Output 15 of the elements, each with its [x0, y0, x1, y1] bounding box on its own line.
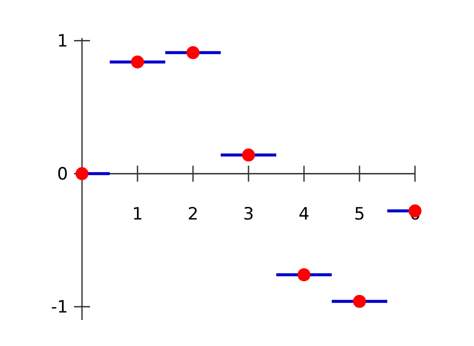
point	[298, 268, 310, 282]
point	[186, 46, 200, 60]
point	[76, 167, 88, 180]
point	[353, 294, 366, 308]
x-tick-label: 1	[132, 204, 143, 225]
x-tick-label: 5	[354, 204, 365, 225]
point	[408, 204, 422, 218]
x-tick-label: 3	[243, 204, 254, 225]
y-tick-label: -1	[51, 298, 68, 318]
x-tick-label: 4	[298, 204, 310, 225]
point	[131, 55, 144, 68]
point	[242, 148, 255, 162]
x-tick-label: 2	[188, 204, 198, 225]
y-tick-label: 0	[57, 164, 68, 185]
y-tick-label: 1	[57, 32, 68, 52]
